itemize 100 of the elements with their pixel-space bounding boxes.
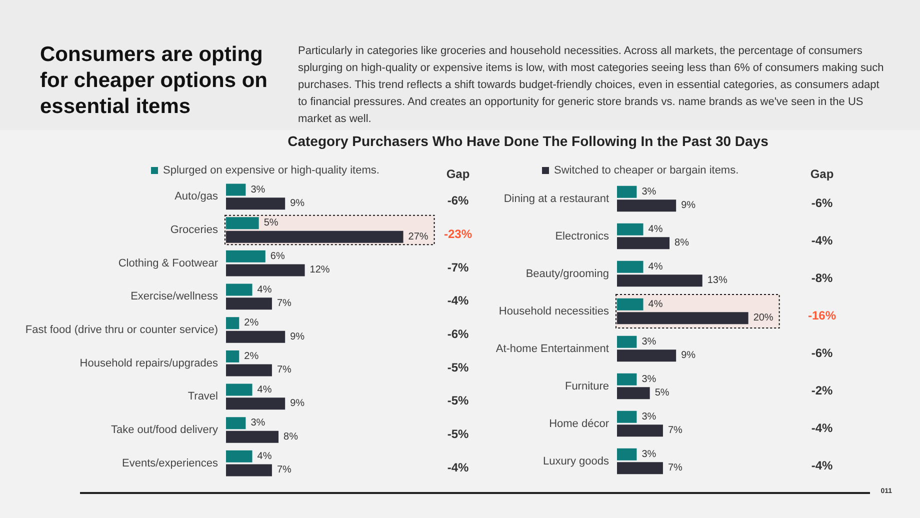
- text: -5%: [447, 360, 469, 374]
- bar: [226, 317, 240, 330]
- text: -4%: [811, 420, 833, 435]
- bar: [617, 223, 644, 236]
- y-tick-label: Household repairs/upgrades: [80, 357, 218, 370]
- text: Category Purchasers Who Have Done The Following In the Past 30 Days: [286, 133, 770, 149]
- data-label: 6%: [270, 250, 285, 262]
- data-label: 9%: [681, 350, 696, 362]
- bar: [226, 250, 266, 262]
- data-label: 4%: [648, 298, 663, 310]
- y-tick-label: Exercise/wellness: [130, 290, 218, 303]
- bar: [226, 198, 286, 210]
- text: -6%: [811, 346, 833, 360]
- bar: [617, 260, 644, 273]
- data-label: 4%: [257, 284, 272, 296]
- text: -6%: [447, 194, 469, 208]
- data-label: 7%: [276, 298, 292, 310]
- bar: [226, 184, 246, 196]
- data-label: 3%: [250, 184, 266, 196]
- data-label: 8%: [284, 431, 298, 442]
- text: Particularly in categories like groceries and household necessities. Across all markets, the percentage of consumers splurging on high-quality or expensive items is low, with most categories seeing less than 6% of consumers making such purchases. This trend reflects a shift towards budget-friendly choices, even in essential categories, as consumers adapt to financial pressures. And creates an opportunity for generic store brands vs. name brands as we've seen in the US market as well.: [298, 44, 885, 127]
- data-label: 7%: [276, 464, 292, 476]
- y-tick-label: Clothing & Footwear: [118, 257, 218, 270]
- data-label: 20%: [753, 312, 774, 324]
- bar: [617, 336, 637, 348]
- text: -6%: [811, 196, 833, 210]
- data-label: 2%: [244, 350, 259, 362]
- y-tick-label: Home décor: [549, 418, 610, 430]
- y-tick-label: Events/experiences: [122, 457, 218, 470]
- bar: [226, 217, 259, 230]
- bar: [226, 330, 286, 343]
- bar: [226, 384, 252, 396]
- data-label: 7%: [668, 462, 683, 474]
- text: -4%: [811, 233, 833, 248]
- y-tick-label: Groceries: [170, 224, 218, 236]
- text: Gap: [446, 167, 470, 181]
- y-tick-label: Electronics: [555, 230, 610, 242]
- bar: [617, 350, 676, 362]
- bar: [226, 398, 286, 410]
- data-label: 4%: [648, 261, 663, 272]
- y-tick-label: Auto/gas: [174, 190, 218, 203]
- text: -7%: [447, 260, 469, 274]
- data-label: 9%: [290, 331, 305, 342]
- data-label: 3%: [642, 336, 656, 348]
- text: Gap: [810, 167, 834, 181]
- bar: [617, 186, 637, 198]
- data-label: 7%: [668, 425, 683, 436]
- data-label: 3%: [642, 186, 656, 198]
- data-label: 3%: [250, 418, 266, 429]
- y-tick-label: Travel: [188, 390, 218, 403]
- data-label: 27%: [408, 231, 428, 242]
- bar: [617, 410, 637, 423]
- data-label: 9%: [681, 200, 696, 212]
- data-label: 2%: [244, 318, 259, 329]
- text: -6%: [447, 327, 469, 341]
- data-label: 5%: [264, 218, 278, 229]
- bar: [617, 373, 637, 386]
- bar: [617, 424, 663, 437]
- bar: [617, 448, 637, 460]
- data-label: 4%: [648, 224, 663, 235]
- bar: [617, 274, 702, 287]
- bar: [617, 200, 676, 212]
- data-label: 3%: [642, 448, 656, 460]
- bar: [617, 387, 650, 400]
- text: -4%: [447, 460, 469, 474]
- text: -2%: [811, 383, 833, 398]
- bar: [226, 450, 252, 462]
- y-tick-label: Household necessities: [498, 305, 610, 318]
- text: -4%: [447, 294, 469, 308]
- y-tick-label: Dining at a restaurant: [504, 192, 609, 205]
- y-tick-label: Take out/food delivery: [110, 424, 218, 436]
- text: -16%: [808, 308, 836, 322]
- bar: [226, 350, 240, 362]
- y-tick-label: Furniture: [564, 380, 609, 392]
- text: -5%: [447, 394, 469, 408]
- data-label: 3%: [642, 411, 656, 422]
- bar: [617, 298, 644, 310]
- y-tick-label: At-home Entertainment: [496, 342, 609, 355]
- text: -8%: [811, 270, 833, 285]
- data-label: 9%: [290, 198, 305, 210]
- chart-title: Consumers are opting for cheaper options on essential items: [40, 42, 269, 120]
- bar: [226, 284, 252, 296]
- text: -4%: [811, 458, 833, 472]
- text: -5%: [447, 427, 469, 441]
- data-label: 9%: [290, 398, 305, 410]
- data-label: 12%: [310, 264, 330, 276]
- bar: [226, 464, 272, 476]
- bar: [226, 264, 305, 276]
- bar: [617, 462, 663, 474]
- bar: [226, 298, 272, 310]
- y-tick-label: Luxury goods: [542, 455, 610, 468]
- data-label: 4%: [257, 450, 272, 462]
- bar: [617, 237, 670, 250]
- data-label: 3%: [642, 374, 656, 385]
- y-tick-label: Fast food (drive thru or counter service): [25, 324, 218, 336]
- data-label: 5%: [654, 388, 670, 399]
- text: -23%: [444, 227, 472, 241]
- bar: [226, 364, 272, 376]
- bar: [226, 430, 279, 443]
- data-label: 7%: [276, 364, 292, 376]
